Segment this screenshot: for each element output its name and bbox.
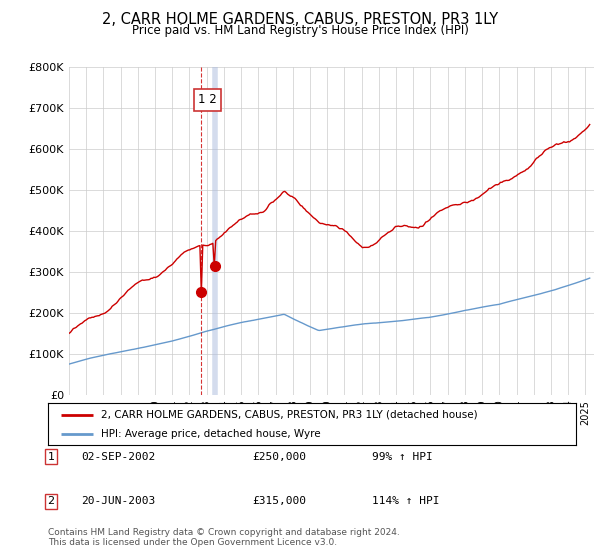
Text: 114% ↑ HPI: 114% ↑ HPI [372,497,439,506]
Text: 1 2: 1 2 [198,94,217,106]
Text: £315,000: £315,000 [252,497,306,506]
Text: Contains HM Land Registry data © Crown copyright and database right 2024.
This d: Contains HM Land Registry data © Crown c… [48,528,400,547]
Text: 02-SEP-2002: 02-SEP-2002 [81,452,155,461]
Text: 20-JUN-2003: 20-JUN-2003 [81,497,155,506]
Text: 99% ↑ HPI: 99% ↑ HPI [372,452,433,461]
Text: £250,000: £250,000 [252,452,306,461]
Text: 2, CARR HOLME GARDENS, CABUS, PRESTON, PR3 1LY: 2, CARR HOLME GARDENS, CABUS, PRESTON, P… [102,12,498,27]
Text: 1: 1 [47,452,55,461]
Text: HPI: Average price, detached house, Wyre: HPI: Average price, detached house, Wyre [101,429,320,439]
Text: 2, CARR HOLME GARDENS, CABUS, PRESTON, PR3 1LY (detached house): 2, CARR HOLME GARDENS, CABUS, PRESTON, P… [101,409,478,419]
Text: Price paid vs. HM Land Registry's House Price Index (HPI): Price paid vs. HM Land Registry's House … [131,24,469,37]
Text: 2: 2 [47,497,55,506]
